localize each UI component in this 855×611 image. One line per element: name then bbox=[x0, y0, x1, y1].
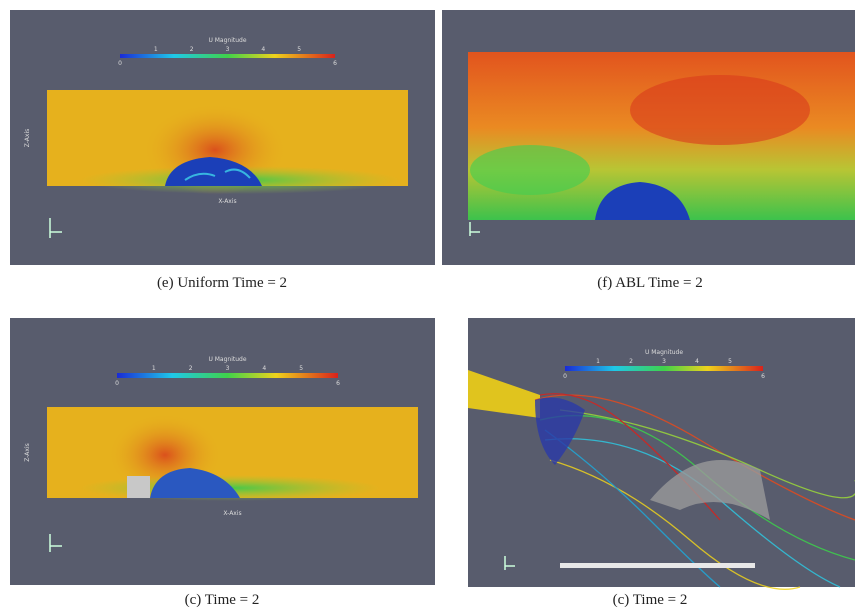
colorbar-tick-label: 6 bbox=[336, 380, 340, 387]
colorbar-tick-label: 1 bbox=[154, 46, 158, 53]
colorbar-tick-label: 5 bbox=[297, 46, 301, 53]
colorbar-tick-label: 3 bbox=[662, 358, 666, 365]
y-axis-label: Z-Axis bbox=[24, 129, 31, 148]
colorbar-title: U Magnitude bbox=[645, 349, 683, 356]
caption: (f) ABL Time = 2 bbox=[597, 275, 702, 291]
colorbar-tick-label: 4 bbox=[261, 46, 265, 53]
colorbar-tick-label: 4 bbox=[262, 365, 266, 372]
colorbar-tick-label: 5 bbox=[728, 358, 732, 365]
caption: (c) Time = 2 bbox=[185, 592, 260, 608]
flow-feature bbox=[630, 75, 810, 145]
colorbar-title: U Magnitude bbox=[208, 37, 246, 44]
colorbar-tick-label: 1 bbox=[596, 358, 600, 365]
colorbar-tick-label: 3 bbox=[226, 365, 230, 372]
obstacle bbox=[127, 476, 150, 498]
y-axis-label: Z-Axis bbox=[24, 443, 31, 462]
colorbar-tick-label: 0 bbox=[115, 380, 119, 387]
x-axis-label: X-Axis bbox=[223, 510, 241, 517]
colorbar-tick-label: 6 bbox=[761, 373, 765, 380]
colorbar-tick-label: 2 bbox=[629, 358, 633, 365]
x-axis-label: X-Axis bbox=[218, 198, 236, 205]
colorbar-tick-label: 0 bbox=[118, 60, 122, 67]
colorbar-tick-label: 2 bbox=[190, 46, 194, 53]
secondary-colorbar bbox=[560, 563, 755, 568]
colorbar-tick-label: 3 bbox=[226, 46, 230, 53]
caption: (c) Time = 2 bbox=[613, 592, 688, 608]
flow-feature bbox=[470, 145, 590, 195]
colorbar bbox=[117, 373, 338, 378]
figure: (e) Uniform Time = 2 (f) ABL Time = 2 (c… bbox=[0, 0, 855, 611]
caption: (e) Uniform Time = 2 bbox=[157, 275, 287, 291]
colorbar-title: U Magnitude bbox=[208, 356, 246, 363]
colorbar bbox=[120, 54, 335, 58]
colorbar-tick-label: 6 bbox=[333, 60, 337, 67]
colorbar-tick-label: 0 bbox=[563, 373, 567, 380]
colorbar-tick-label: 1 bbox=[152, 365, 156, 372]
colorbar-tick-label: 4 bbox=[695, 358, 699, 365]
colorbar bbox=[565, 366, 763, 371]
colorbar-tick-label: 5 bbox=[299, 365, 303, 372]
colorbar-tick-label: 2 bbox=[189, 365, 193, 372]
